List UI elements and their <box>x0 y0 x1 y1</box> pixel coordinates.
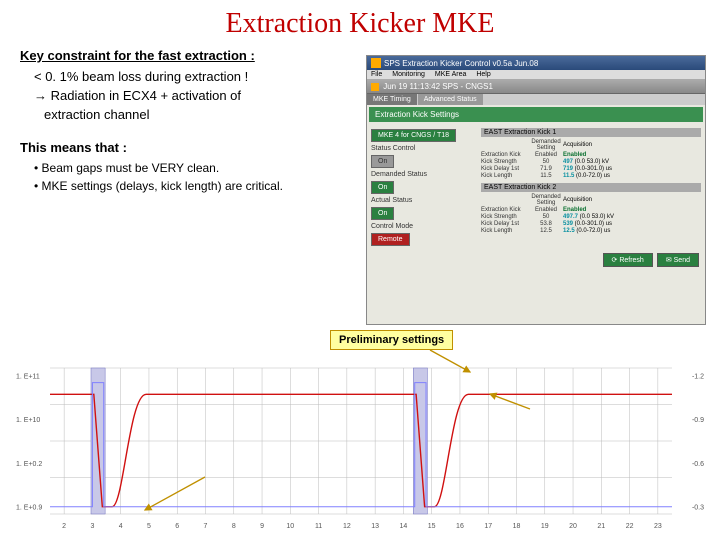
control-mode-label: Control Mode <box>371 223 477 230</box>
mke-badge: MKE 4 for CNGS / T18 <box>371 129 456 142</box>
svg-text:8: 8 <box>232 523 236 530</box>
svg-text:3: 3 <box>90 523 94 530</box>
table-row: Kick Length12.512.5 (0.0-72.0) us <box>481 228 701 234</box>
svg-text:23: 23 <box>654 523 662 530</box>
svg-text:16: 16 <box>456 523 464 530</box>
menu-mke-area[interactable]: MKE Area <box>435 71 467 78</box>
tabs: MKE Timing Advanced Status <box>367 94 705 105</box>
status-panel: MKE 4 for CNGS / T18 Status Control On D… <box>369 126 479 249</box>
constraint-line2: → Radiation in ECX4 + activation of <box>34 88 360 103</box>
table1-headrow: Demanded Setting Acquisition <box>481 139 701 151</box>
svg-text:15: 15 <box>428 523 436 530</box>
svg-text:-0.9: -0.9 <box>692 417 704 424</box>
svg-text:-0.3: -0.3 <box>692 505 704 512</box>
page-title: Extraction Kicker MKE <box>0 0 720 48</box>
tab-mke-timing[interactable]: MKE Timing <box>367 94 417 105</box>
svg-text:21: 21 <box>597 523 605 530</box>
bullet-1: • Beam gaps must be VERY clean. <box>34 161 360 175</box>
callout-preliminary: Preliminary settings <box>330 330 453 350</box>
demanded-on-badge: On <box>371 181 394 194</box>
svg-text:7: 7 <box>204 523 208 530</box>
send-button[interactable]: ✉ Send <box>657 253 699 267</box>
sect2-hdr: EAST Extraction Kick 2 <box>481 183 701 192</box>
menu-file[interactable]: File <box>371 71 382 78</box>
table-row: Kick Length11.511.5 (0.0-72.0) us <box>481 173 701 179</box>
app-window: SPS Extraction Kicker Control v0.5a Jun.… <box>366 55 706 325</box>
bullet-2: • MKE settings (delays, kick length) are… <box>34 179 360 193</box>
svg-text:11: 11 <box>315 523 322 530</box>
menu-monitoring[interactable]: Monitoring <box>392 71 425 78</box>
table-row: Extraction KickEnabledEnabled <box>481 152 701 158</box>
app-title: SPS Extraction Kicker Control v0.5a Jun.… <box>384 59 538 68</box>
table-row: Kick Strength50497 (0.0 53.0) kV <box>481 159 701 165</box>
svg-text:17: 17 <box>484 523 492 530</box>
datetime-bar: Jun 19 11:13:42 SPS - CNGS1 <box>367 80 705 94</box>
svg-text:2: 2 <box>62 523 66 530</box>
status-control-label: Status Control <box>371 145 477 152</box>
svg-text:12: 12 <box>343 523 351 530</box>
constraint-line2b: extraction channel <box>44 107 360 122</box>
svg-text:4: 4 <box>119 523 123 530</box>
left-text-block: Key constraint for the fast extraction :… <box>20 48 360 193</box>
svg-text:9: 9 <box>260 523 264 530</box>
svg-text:18: 18 <box>513 523 521 530</box>
svg-text:19: 19 <box>541 523 549 530</box>
svg-text:1. E+0.9: 1. E+0.9 <box>16 505 42 512</box>
datetime-text: Jun 19 11:13:42 SPS - CNGS1 <box>383 82 493 91</box>
kick-settings-header: Extraction Kick Settings <box>369 107 703 122</box>
svg-text:-1.2: -1.2 <box>692 373 704 380</box>
svg-text:14: 14 <box>400 523 408 530</box>
chart: 2345678910111213141516171819202122231. E… <box>14 362 706 532</box>
actual-on-badge: On <box>371 207 394 220</box>
table-row: Kick Delay 1st53.8539 (0.0-301.0) us <box>481 221 701 227</box>
app-icon <box>371 58 381 68</box>
tab-advanced-status[interactable]: Advanced Status <box>418 94 483 105</box>
svg-text:22: 22 <box>626 523 634 530</box>
table-row: Kick Delay 1st71.9719 (0.0-301.0) us <box>481 166 701 172</box>
actual-status-label: Actual Status <box>371 197 477 204</box>
refresh-button[interactable]: ⟳ Refresh <box>603 253 653 267</box>
sect1-hdr: EAST Extraction Kick 1 <box>481 128 701 137</box>
table2-headrow: Demanded Setting Acquisition <box>481 194 701 206</box>
means-heading: This means that : <box>20 140 360 155</box>
rt-icon <box>371 83 379 91</box>
svg-text:1. E+11: 1. E+11 <box>16 373 40 380</box>
constraint-line1: < 0. 1% beam loss during extraction ! <box>34 69 360 84</box>
svg-text:1. E+10: 1. E+10 <box>16 417 40 424</box>
svg-text:13: 13 <box>371 523 379 530</box>
demanded-status-label: Demanded Status <box>371 171 477 178</box>
menubar[interactable]: File Monitoring MKE Area Help <box>367 70 705 80</box>
menu-help[interactable]: Help <box>476 71 490 78</box>
table-row: Kick Strength50497.7 (0.0 53.0) kV <box>481 214 701 220</box>
svg-text:-0.6: -0.6 <box>692 461 704 468</box>
constraint-heading: Key constraint for the fast extraction : <box>20 48 360 63</box>
status-on-dropdown[interactable]: On <box>371 155 394 168</box>
svg-text:20: 20 <box>569 523 577 530</box>
svg-text:10: 10 <box>286 523 294 530</box>
app-titlebar: SPS Extraction Kicker Control v0.5a Jun.… <box>367 56 705 70</box>
svg-text:1. E+0.2: 1. E+0.2 <box>16 461 42 468</box>
table-row: Extraction KickEnabledEnabled <box>481 207 701 213</box>
remote-badge: Remote <box>371 233 410 246</box>
svg-text:5: 5 <box>147 523 151 530</box>
svg-text:6: 6 <box>175 523 179 530</box>
kick-tables: EAST Extraction Kick 1 Demanded Setting … <box>479 126 703 249</box>
